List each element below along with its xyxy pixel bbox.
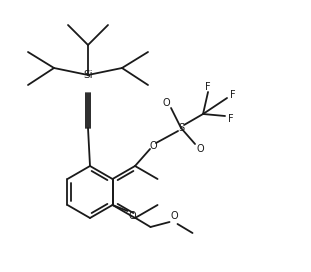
Text: Si: Si <box>83 70 93 80</box>
Text: S: S <box>178 123 184 133</box>
Text: F: F <box>230 90 236 100</box>
Text: O: O <box>162 98 170 108</box>
Text: O: O <box>196 144 204 154</box>
Text: O: O <box>149 141 157 151</box>
Text: O: O <box>171 211 178 221</box>
Text: F: F <box>228 114 234 124</box>
Text: F: F <box>205 82 211 92</box>
Text: O: O <box>129 211 136 221</box>
